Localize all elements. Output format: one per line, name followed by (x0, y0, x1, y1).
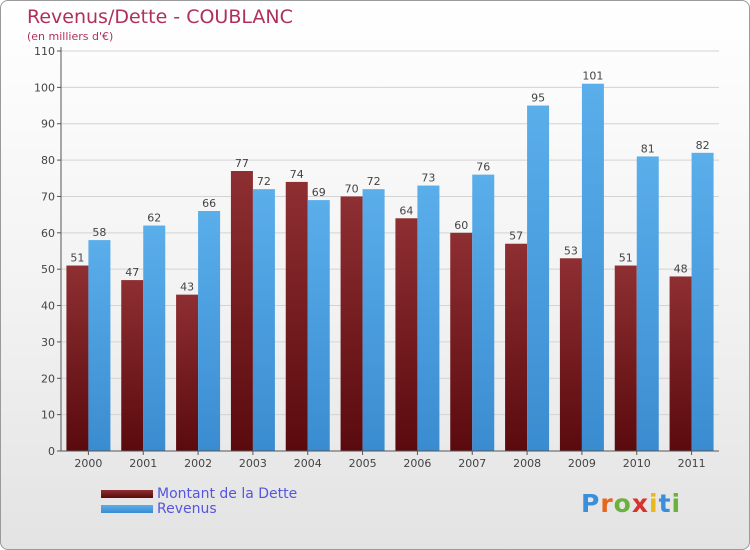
data-label-dette: 51 (619, 252, 633, 265)
data-label-dette: 48 (674, 262, 688, 275)
bar-dette (340, 196, 363, 451)
logo-letter: i (649, 489, 659, 518)
legend-label-dette: Montant de la Dette (157, 486, 298, 502)
bar-revenus (198, 211, 221, 451)
data-label-dette: 53 (564, 244, 578, 257)
y-tick-label: 70 (41, 190, 55, 203)
bar-revenus (636, 156, 659, 452)
data-label-revenus: 58 (92, 226, 106, 239)
y-tick-label: 110 (34, 45, 55, 58)
data-label-dette: 51 (70, 252, 84, 265)
y-tick-label: 50 (41, 263, 55, 276)
y-tick-label: 20 (41, 372, 55, 385)
y-tick-label: 60 (41, 227, 55, 240)
data-label-revenus: 69 (312, 186, 326, 199)
bar-dette (285, 181, 308, 451)
logo-letter: x (631, 489, 649, 518)
bar-revenus (527, 105, 550, 451)
x-tick-label: 2007 (458, 457, 486, 470)
chart-title: Revenus/Dette - COUBLANC (27, 6, 293, 28)
data-label-dette: 60 (454, 219, 468, 232)
x-tick-label: 2004 (294, 457, 322, 470)
data-label-revenus: 101 (582, 70, 603, 83)
logo-letter: o (613, 489, 632, 518)
y-tick-label: 90 (41, 118, 55, 131)
logo-letter: r (600, 489, 614, 518)
axes: 0 10 20 30 40 50 60 70 80 90 100 110 2000 2001 2002 200… (34, 45, 719, 470)
data-label-revenus: 62 (147, 212, 161, 225)
data-label-revenus: 72 (367, 175, 381, 188)
y-tick-label: 10 (41, 409, 55, 422)
y-tick-label: 30 (41, 336, 55, 349)
data-label-dette: 43 (180, 281, 194, 294)
x-tick-label: 2008 (513, 457, 541, 470)
grid-lines (61, 50, 719, 416)
logo-letter: t (658, 489, 672, 518)
bars (66, 83, 714, 452)
data-label-revenus: 72 (257, 175, 271, 188)
x-tick-label: 2005 (349, 457, 377, 470)
x-tick-label: 2010 (623, 457, 651, 470)
y-tick-label: 80 (41, 154, 55, 167)
data-label-revenus: 66 (202, 197, 216, 210)
bar-dette (669, 276, 692, 451)
data-label-dette: 57 (509, 230, 523, 243)
bar-dette (505, 243, 528, 451)
data-label-revenus: 81 (641, 142, 655, 155)
x-tick-label: 2009 (568, 457, 596, 470)
bar-revenus (472, 174, 495, 452)
legend-swatch-revenus (101, 505, 153, 513)
proxiti-logo: Proxiti (581, 489, 681, 518)
x-tick-label: 2001 (129, 457, 157, 470)
bar-dette (614, 265, 637, 451)
bar-revenus (691, 152, 714, 451)
bar-dette (559, 258, 582, 451)
bar-dette (450, 232, 473, 451)
data-label-revenus: 82 (696, 139, 710, 152)
data-label-revenus: 95 (531, 92, 545, 105)
bar-dette (176, 294, 199, 451)
data-label-dette: 77 (235, 157, 249, 170)
bar-revenus (581, 83, 604, 452)
data-labels: 51 58 47 62 43 66 77 72 74 69 70 72 64 73 60 76 57 95 53 10… (70, 70, 709, 294)
bar-revenus (417, 185, 440, 451)
x-tick-label: 2000 (74, 457, 102, 470)
data-label-dette: 74 (290, 168, 304, 181)
data-label-dette: 64 (399, 204, 413, 217)
y-tick-label: 0 (48, 445, 55, 458)
logo-letter: P (581, 489, 601, 518)
bar-dette (395, 218, 418, 451)
data-label-revenus: 76 (476, 161, 490, 174)
logo-letter: i (671, 489, 682, 518)
data-label-dette: 47 (125, 266, 139, 279)
bar-revenus (307, 200, 330, 451)
bar-dette (121, 280, 144, 451)
chart-subtitle: (en milliers d'€) (27, 30, 114, 43)
bar-dette (230, 171, 253, 451)
bar-revenus (88, 240, 111, 451)
legend-label-revenus: Revenus (157, 501, 217, 517)
bar-revenus (252, 189, 275, 451)
legend-swatch-dette (101, 490, 153, 498)
y-tick-label: 40 (41, 300, 55, 313)
bar-revenus (362, 189, 385, 451)
x-tick-label: 2006 (403, 457, 431, 470)
y-tick-label: 100 (34, 81, 55, 94)
data-label-dette: 70 (345, 182, 359, 195)
x-tick-label: 2003 (239, 457, 267, 470)
x-tick-label: 2002 (184, 457, 212, 470)
x-tick-label: 2011 (678, 457, 706, 470)
bar-revenus (143, 225, 166, 451)
bar-dette (66, 265, 89, 451)
data-label-revenus: 73 (421, 172, 435, 185)
